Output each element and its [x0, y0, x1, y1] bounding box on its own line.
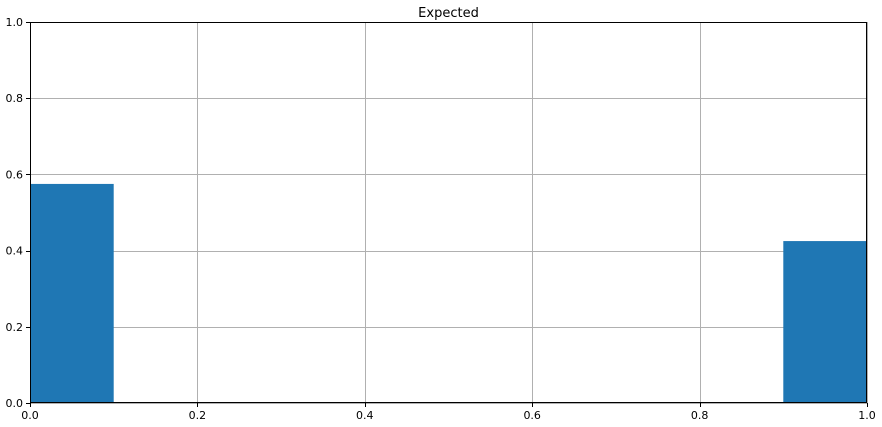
bar-layer: [30, 183, 867, 403]
y-tick-label: 0.2: [6, 321, 24, 334]
chart-title: Expected: [418, 6, 479, 21]
y-tick-label: 0.4: [6, 245, 24, 258]
histogram-bar: [783, 241, 867, 403]
histogram-bar: [30, 183, 114, 403]
x-tick-label: 1.0: [858, 409, 876, 422]
y-tick-label: 0.8: [6, 92, 24, 105]
x-tick-label: 0.6: [523, 409, 541, 422]
x-tick-label: 0.8: [691, 409, 709, 422]
plot-frame: [30, 22, 867, 403]
x-tick-label: 0.4: [356, 409, 374, 422]
x-tick-label: 0.0: [21, 409, 39, 422]
y-tick-label: 0.6: [6, 168, 24, 181]
y-tick-label: 0.0: [6, 397, 24, 410]
grid-layer: [30, 22, 868, 404]
y-tick-label: 1.0: [6, 16, 24, 29]
x-tick-label: 0.2: [189, 409, 207, 422]
tick-layer: 0.0 0.2 0.4 0.6 0.8 1.0 0.0 0.2 0.4 0.6 0.8 1.0: [6, 16, 876, 422]
